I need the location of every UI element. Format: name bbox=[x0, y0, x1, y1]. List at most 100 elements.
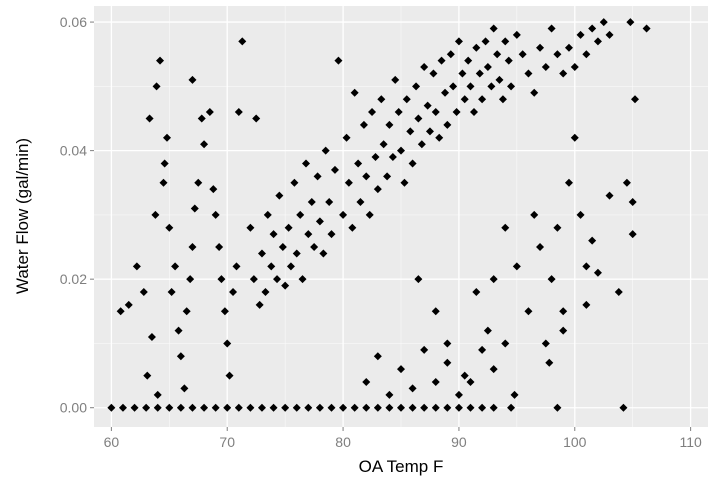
data-point bbox=[504, 56, 513, 65]
data-point bbox=[255, 300, 264, 309]
data-point bbox=[176, 403, 185, 412]
data-point bbox=[298, 275, 307, 284]
data-point bbox=[304, 230, 313, 239]
data-point bbox=[483, 63, 492, 72]
data-point bbox=[619, 403, 628, 412]
data-point bbox=[449, 82, 458, 91]
data-point bbox=[362, 172, 371, 181]
data-point bbox=[342, 133, 351, 142]
data-point bbox=[599, 18, 608, 27]
data-point bbox=[425, 127, 434, 136]
data-point bbox=[510, 390, 519, 399]
data-point bbox=[605, 30, 614, 39]
data-point bbox=[217, 275, 226, 284]
data-point bbox=[547, 24, 556, 33]
data-point bbox=[512, 262, 521, 271]
data-point bbox=[296, 210, 305, 219]
data-point bbox=[622, 178, 631, 187]
data-point bbox=[408, 403, 417, 412]
data-point bbox=[330, 165, 339, 174]
data-point bbox=[234, 403, 243, 412]
data-point bbox=[307, 198, 316, 207]
data-point bbox=[142, 403, 151, 412]
data-point bbox=[582, 50, 591, 59]
data-point bbox=[489, 403, 498, 412]
data-point bbox=[466, 82, 475, 91]
data-point bbox=[553, 50, 562, 59]
data-point bbox=[530, 210, 539, 219]
data-point bbox=[576, 30, 585, 39]
data-point bbox=[130, 403, 139, 412]
data-point bbox=[464, 56, 473, 65]
data-point bbox=[501, 37, 510, 46]
data-point bbox=[397, 365, 405, 374]
data-point bbox=[325, 198, 334, 207]
data-point bbox=[167, 288, 176, 297]
data-point bbox=[545, 358, 554, 367]
data-point bbox=[225, 371, 234, 380]
data-point bbox=[524, 69, 533, 78]
data-point bbox=[588, 24, 597, 33]
data-point bbox=[315, 403, 324, 412]
data-point bbox=[541, 339, 550, 348]
data-point bbox=[234, 108, 243, 117]
data-point bbox=[153, 403, 162, 412]
data-point bbox=[431, 108, 440, 117]
data-point bbox=[162, 133, 171, 142]
data-point bbox=[454, 37, 463, 46]
data-point bbox=[362, 378, 371, 387]
data-point bbox=[180, 384, 189, 393]
data-point bbox=[593, 37, 602, 46]
data-point bbox=[290, 178, 299, 187]
x-tick-label: 80 bbox=[335, 434, 351, 450]
data-point bbox=[223, 403, 232, 412]
data-point bbox=[507, 403, 516, 412]
data-point bbox=[116, 307, 125, 316]
data-point bbox=[593, 268, 602, 277]
data-point bbox=[582, 262, 591, 271]
data-point bbox=[466, 378, 475, 387]
data-point bbox=[165, 403, 174, 412]
data-point bbox=[281, 281, 290, 290]
data-point bbox=[414, 275, 423, 284]
data-point bbox=[171, 262, 180, 271]
data-point bbox=[412, 82, 421, 91]
data-point bbox=[443, 120, 452, 129]
y-tick-label: 0.02 bbox=[60, 271, 87, 287]
data-point bbox=[498, 95, 507, 104]
data-point bbox=[211, 403, 220, 412]
x-tick-label: 100 bbox=[563, 434, 587, 450]
data-point bbox=[354, 159, 363, 168]
data-point bbox=[362, 403, 371, 412]
data-point bbox=[466, 403, 475, 412]
data-point bbox=[319, 249, 328, 258]
data-point bbox=[223, 339, 232, 348]
data-point bbox=[478, 95, 487, 104]
data-point bbox=[441, 88, 450, 97]
data-point bbox=[124, 300, 133, 309]
y-tick-label: 0.04 bbox=[60, 143, 87, 159]
data-point bbox=[423, 101, 432, 110]
data-point bbox=[339, 210, 348, 219]
data-point bbox=[495, 75, 504, 84]
x-tick-label: 70 bbox=[219, 434, 235, 450]
data-point bbox=[435, 133, 444, 142]
data-point bbox=[269, 230, 278, 239]
data-point bbox=[153, 390, 162, 399]
data-point bbox=[278, 243, 287, 252]
data-point bbox=[373, 185, 382, 194]
data-point bbox=[302, 159, 311, 168]
data-point bbox=[518, 50, 527, 59]
data-point bbox=[400, 178, 409, 187]
data-point bbox=[536, 43, 545, 52]
data-point bbox=[564, 178, 573, 187]
data-point bbox=[371, 153, 380, 162]
data-point bbox=[481, 37, 490, 46]
data-point bbox=[489, 365, 498, 374]
data-point bbox=[443, 358, 452, 367]
data-point bbox=[139, 288, 148, 297]
data-point bbox=[402, 95, 411, 104]
data-point bbox=[429, 69, 438, 78]
data-point bbox=[304, 403, 313, 412]
